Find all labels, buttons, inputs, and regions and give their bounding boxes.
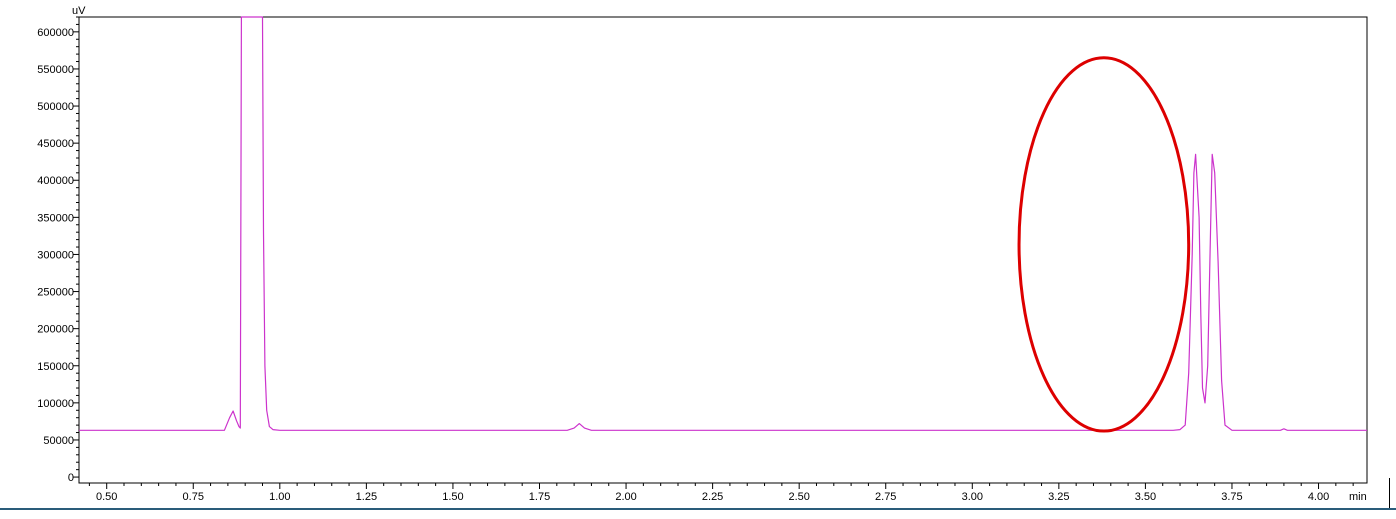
- x-tick-label: 3.00: [962, 491, 983, 503]
- x-tick-label: 3.25: [1048, 491, 1069, 503]
- x-tick-label: 0.50: [96, 491, 117, 503]
- y-tick-label: 0: [68, 472, 74, 484]
- x-tick-label: 2.50: [788, 491, 809, 503]
- y-tick-label: 500000: [37, 101, 74, 113]
- bottom-divider: [0, 508, 1396, 510]
- annotation-layer: [1017, 56, 1191, 433]
- x-tick-label: 0.75: [183, 491, 204, 503]
- x-tick-label: 4.00: [1308, 491, 1329, 503]
- x-tick-label: 1.00: [269, 491, 290, 503]
- x-tick-label: 1.25: [356, 491, 377, 503]
- x-tick-label: 1.50: [442, 491, 463, 503]
- y-tick-label: 450000: [37, 138, 74, 150]
- signal-trace: [79, 16, 1367, 431]
- series-layer: [79, 16, 1367, 431]
- highlight-ellipse: [1017, 56, 1191, 433]
- plot-area-frame: [78, 16, 1368, 484]
- y-tick-label: 400000: [37, 175, 74, 187]
- y-unit-label: uV: [72, 5, 86, 17]
- status-strip: [0, 508, 1396, 519]
- x-tick-label: 3.50: [1135, 491, 1156, 503]
- y-tick-label: 350000: [37, 212, 74, 224]
- y-tick-label: 250000: [37, 287, 74, 299]
- x-tick-label: 3.75: [1221, 491, 1242, 503]
- y-tick-label: 50000: [43, 435, 74, 447]
- x-tick-label: 2.00: [615, 491, 636, 503]
- y-tick-label: 600000: [37, 27, 74, 39]
- x-tick-label: 1.75: [529, 491, 550, 503]
- y-tick-label: 300000: [37, 249, 74, 261]
- y-tick-label: 100000: [37, 398, 74, 410]
- y-tick-label: 550000: [37, 64, 74, 76]
- x-tick-label: 2.25: [702, 491, 723, 503]
- x-tick-label: 2.75: [875, 491, 896, 503]
- y-axis: 0 50000 100000 150000 200000 250000 300000 3500…: [37, 16, 79, 484]
- y-tick-label: 200000: [37, 324, 74, 336]
- window-edge-mark: [1389, 478, 1390, 508]
- y-tick-label: 150000: [37, 361, 74, 373]
- x-axis: 0.50 0.75 1.00 1.25 1.50 1.75 2.00 2.25 2.50 2.75…: [88, 483, 1354, 503]
- x-unit-label: min: [1349, 491, 1367, 503]
